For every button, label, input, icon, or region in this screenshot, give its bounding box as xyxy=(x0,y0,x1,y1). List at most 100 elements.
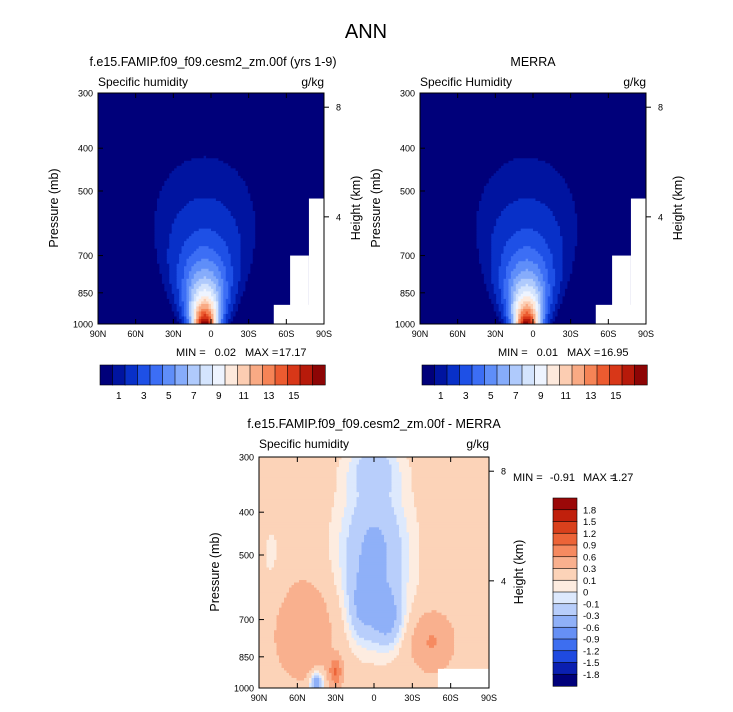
contour-cell xyxy=(329,544,340,548)
contour-cell xyxy=(341,522,353,526)
contour-cell xyxy=(434,635,455,639)
contour-cell xyxy=(98,321,180,324)
contour-cell xyxy=(545,263,554,267)
contour-cell xyxy=(520,228,534,232)
contour-cell xyxy=(508,301,512,305)
contour-cell xyxy=(179,293,183,297)
contour-cell xyxy=(329,547,340,551)
contour-cell xyxy=(276,627,333,631)
contour-cell xyxy=(181,293,188,297)
contour-cell xyxy=(356,502,393,506)
contour-cell xyxy=(404,625,408,629)
contour-cell xyxy=(193,321,197,324)
contour-cell xyxy=(196,271,215,275)
contour-cell xyxy=(98,168,175,172)
contour-cell xyxy=(419,547,489,551)
colorbar-swatch xyxy=(509,364,523,386)
contour-cell xyxy=(481,193,573,197)
contour-cell xyxy=(169,281,178,285)
contour-cell xyxy=(240,258,254,262)
contour-cell xyxy=(577,241,646,245)
contour-cell xyxy=(259,567,270,571)
contour-cell xyxy=(176,263,188,267)
contour-cell xyxy=(164,288,173,292)
contour-cell xyxy=(542,321,546,324)
contour-cell xyxy=(488,293,497,297)
contour-cell xyxy=(391,464,400,468)
contour-cell xyxy=(174,221,237,225)
contour-cell xyxy=(416,512,489,516)
contour-cell xyxy=(386,575,403,579)
contour-cell xyxy=(334,502,348,506)
contour-cell xyxy=(488,178,566,182)
contour-cell xyxy=(505,276,512,280)
contour-cell xyxy=(545,293,551,297)
contour-cell xyxy=(223,160,324,164)
contour-cell xyxy=(547,308,551,313)
contour-cell xyxy=(505,313,510,318)
contour-cell xyxy=(419,542,489,546)
contour-cell xyxy=(274,534,330,538)
contour-cell xyxy=(341,657,360,661)
contour-cell xyxy=(567,185,646,190)
contour-cell xyxy=(508,321,512,324)
contour-cell xyxy=(508,261,519,265)
contour-cell xyxy=(420,123,646,127)
contour-cell xyxy=(476,228,495,232)
contour-cell xyxy=(414,595,489,599)
contour-cell xyxy=(259,685,310,688)
contour-cell xyxy=(218,281,224,285)
colorbar: 1 3 5 7 9 11 13 15 xyxy=(421,364,648,402)
contour-cell xyxy=(406,582,420,586)
contour-cell xyxy=(259,645,278,649)
contour-cell xyxy=(356,499,393,503)
contour-cell xyxy=(510,286,517,290)
contour-cell xyxy=(98,135,324,139)
contour-cell xyxy=(454,637,489,641)
contour-cell xyxy=(259,675,293,679)
contour-cell xyxy=(331,640,350,644)
contour-cell xyxy=(193,318,197,323)
contour-cell xyxy=(220,303,224,308)
contour-cell xyxy=(391,469,400,473)
contour-cell xyxy=(245,286,324,290)
contour-cell xyxy=(188,291,192,295)
contour-cell xyxy=(259,637,275,641)
contour-cell xyxy=(552,286,561,290)
contour-cell xyxy=(259,670,288,674)
contour-cell xyxy=(299,580,308,584)
contour-cell xyxy=(515,231,539,235)
contour-cell xyxy=(508,288,512,292)
contour-cell xyxy=(493,306,500,310)
contour-cell xyxy=(98,178,168,182)
contour-cell xyxy=(331,677,340,682)
contour-cell xyxy=(496,311,502,315)
contour-cell xyxy=(269,534,275,538)
contour-cell xyxy=(505,271,512,275)
contour-cell xyxy=(545,238,564,242)
contour-cell xyxy=(391,474,403,478)
contour-cell xyxy=(396,519,408,523)
contour-cell xyxy=(164,183,246,187)
contour-cell xyxy=(339,542,348,546)
contour-cell xyxy=(201,301,210,305)
contour-cell xyxy=(334,582,343,586)
contour-cell xyxy=(528,303,534,308)
contour-cell xyxy=(255,216,324,220)
contour-cell xyxy=(228,208,254,212)
contour-cell xyxy=(198,313,202,318)
contour-cell xyxy=(346,484,358,488)
contour-cell xyxy=(567,281,646,285)
contour-cell xyxy=(339,662,345,666)
contour-cell xyxy=(523,301,532,305)
contour-cell xyxy=(225,266,234,270)
colorbar-swatch xyxy=(174,364,189,386)
contour-cell xyxy=(420,293,490,297)
contour-cell xyxy=(547,313,554,318)
contour-cell xyxy=(409,534,420,538)
contour-cell xyxy=(420,195,483,200)
contour-cell xyxy=(233,306,239,310)
contour-cell xyxy=(344,605,350,609)
colorbar-swatch xyxy=(199,364,214,386)
contour-cell xyxy=(547,281,556,285)
